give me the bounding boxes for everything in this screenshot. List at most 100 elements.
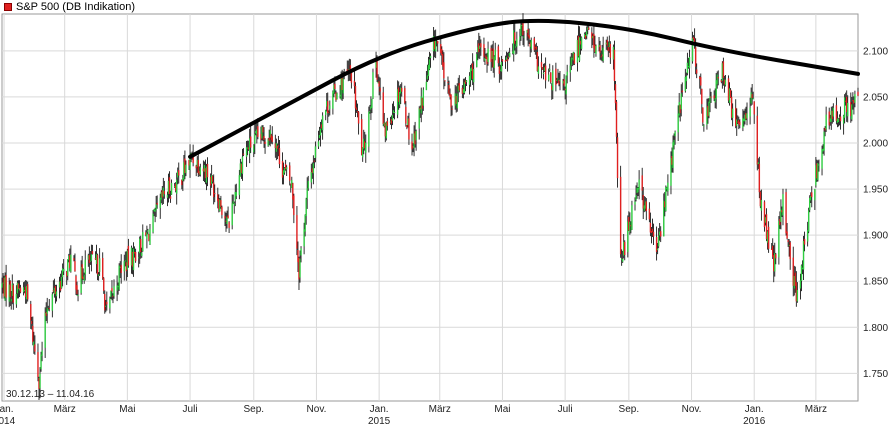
candle-body [807, 210, 810, 232]
candle-body [275, 143, 278, 152]
candle-body [693, 38, 696, 45]
candle-body [839, 116, 842, 122]
candle-body [241, 156, 244, 174]
candle-body [260, 133, 262, 140]
candle-body [472, 69, 475, 83]
candle-body [333, 85, 335, 94]
chart-legend: S&P 500 (DB Indikation) [4, 1, 135, 13]
candle-body [339, 94, 341, 97]
candle-body [224, 216, 226, 219]
candle-body [835, 105, 838, 121]
candle-body [796, 289, 799, 302]
candle-body [181, 179, 183, 186]
candle-body [729, 89, 732, 98]
candle-body [824, 127, 826, 131]
candle-body [411, 141, 413, 150]
candle-body [350, 72, 353, 83]
candle-body [803, 238, 806, 245]
candle-body [133, 251, 136, 254]
candle-body [432, 36, 435, 52]
candle-body [329, 105, 331, 109]
candle-body [123, 261, 125, 272]
candle-body [382, 92, 384, 125]
candle-body [462, 89, 465, 93]
candle-body [427, 65, 430, 77]
candle-body [491, 50, 493, 60]
candle-body [412, 146, 414, 148]
y-tick-label: 1.900 [863, 231, 888, 242]
candle-body [556, 79, 558, 81]
candle-body [852, 100, 854, 102]
candle-body [608, 42, 611, 48]
candle-body [477, 47, 479, 53]
candle-body [421, 98, 423, 109]
candle-body [530, 40, 532, 49]
candle-body [68, 255, 70, 260]
candle-body [727, 78, 730, 101]
candle-body [501, 59, 504, 62]
candle-body [116, 285, 118, 291]
candle-body [571, 58, 574, 60]
candle-body [268, 137, 270, 141]
candle-body [760, 199, 763, 211]
candle-body [692, 36, 695, 40]
candle-body [59, 280, 62, 291]
candle-body [370, 106, 372, 110]
candle-body [599, 45, 601, 54]
candle-body [667, 182, 669, 192]
candle-body [155, 204, 157, 211]
candle-body [774, 253, 776, 272]
candle-body [492, 48, 494, 68]
candle-body [189, 154, 191, 170]
candle-body [782, 194, 784, 216]
x-year-label: 2014 [0, 416, 16, 427]
candle-body [498, 66, 501, 74]
candle-body [516, 39, 518, 47]
candle-body [173, 186, 176, 188]
candle-body [778, 220, 780, 258]
candle-body [413, 133, 415, 149]
candle-body [242, 153, 245, 155]
candle-body [440, 44, 442, 54]
candle-body [168, 177, 171, 195]
candle-body [283, 167, 286, 173]
candle-body [192, 154, 194, 164]
candle-body [606, 40, 608, 46]
candle-body [257, 126, 259, 137]
candle-body [238, 175, 241, 195]
candle-body [336, 93, 338, 100]
candle-body [160, 192, 162, 200]
x-tick-label: Mai [119, 404, 135, 415]
candle-body [84, 259, 86, 275]
candle-body [806, 230, 809, 242]
candle-body [723, 79, 726, 85]
candle-body [319, 128, 322, 136]
candle-body [146, 232, 148, 239]
grid-layer [1, 13, 859, 402]
candle-body [843, 97, 846, 118]
candle-body [255, 131, 257, 134]
candle-body [655, 237, 658, 252]
candle-body [426, 75, 429, 80]
candle-body [384, 123, 386, 137]
candle-body [749, 107, 751, 117]
candle-body [449, 93, 451, 97]
candle-body [444, 80, 446, 82]
candle-body [434, 37, 437, 52]
candle-body [730, 96, 733, 118]
candle-body [663, 200, 665, 237]
candle-body [657, 235, 660, 247]
candle-body [73, 258, 75, 261]
candle-body [505, 57, 508, 60]
candle-body [119, 266, 121, 268]
candle-body [267, 139, 269, 146]
candle-body [701, 88, 703, 105]
x-tick-label: Sep. [243, 404, 264, 415]
candle-body [670, 157, 672, 186]
candle-body [461, 87, 464, 94]
candle-body [478, 43, 480, 53]
candle-body [587, 27, 589, 30]
candle-body [311, 168, 314, 173]
candle-body [775, 254, 777, 259]
candle-body [183, 162, 185, 180]
